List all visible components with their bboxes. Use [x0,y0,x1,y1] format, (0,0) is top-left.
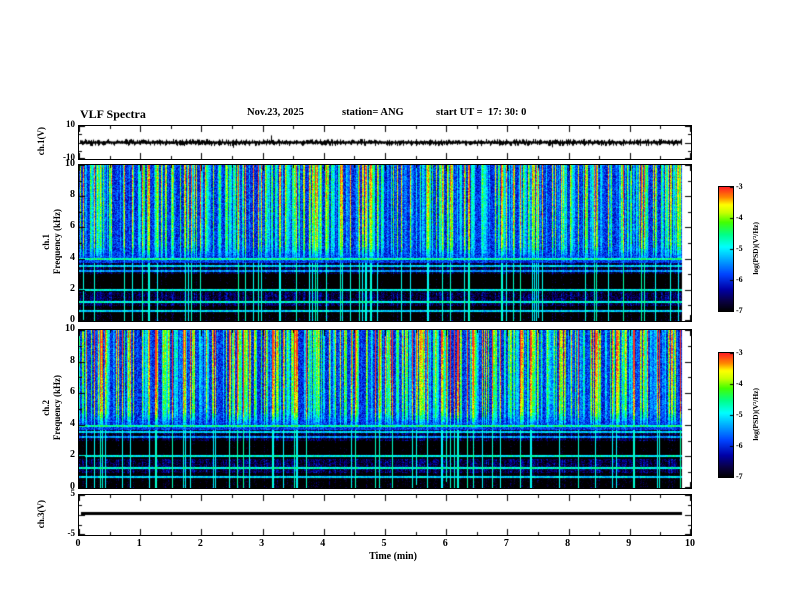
x-tick-label: 10 [685,538,695,549]
ch1-frequency-axis-label: Frequency (kHz) [52,209,62,275]
ch1-wave-y-tick-label: 10 [66,119,75,129]
x-tick-label: 5 [381,538,387,549]
x-tick-label: 9 [626,538,632,549]
x-tick-label: 6 [442,538,448,549]
ch2-spec-y-tick-label: 0 [70,481,75,492]
ch1-channel-axis-label: ch.1 [40,234,51,250]
ch2-channel-axis-label: ch.2 [40,400,51,416]
colorbar-2-tick-label: -5 [736,410,743,419]
ch1-spec-y-tick-label: 2 [70,282,75,294]
ch2-colorbar-canvas [719,353,733,477]
ch1-spectrogram-canvas [79,165,691,321]
ch1-spec-y-tick-label: 10 [65,158,75,169]
colorbar-1-tick-label: -5 [736,244,743,253]
colorbar-2-tick-label: -7 [736,472,743,481]
ch2-spectrogram-canvas [79,330,691,488]
ch1-waveform-panel [78,125,692,160]
x-tick-label: 1 [136,538,142,549]
x-axis-title: Time (min) [369,551,417,562]
ch2-spec-y-tick-label: 10 [65,323,75,334]
colorbar-2-tick-label: -4 [736,379,743,388]
colorbar-2-tick-label: -3 [736,348,743,357]
ch1-spectrogram-panel [78,164,692,322]
ch3-wave-y-tick-label: -5 [67,528,76,538]
ch1-wave-y-tick-label: -10 [63,152,75,162]
ch2-spectrogram-panel [78,329,692,489]
ch2-frequency-axis-label: Frequency (kHz) [52,375,62,441]
ch1-spec-y-tick-label: 0 [70,314,75,325]
x-tick-label: 7 [503,538,509,549]
ch2-spec-y-tick-label: 6 [70,386,75,398]
colorbar-1-tick-label: -6 [736,275,743,284]
colorbar-1-tick-label: -3 [736,182,743,191]
ch1-colorbar [718,186,734,312]
x-tick-label: 8 [565,538,571,549]
page-title: VLF Spectra [80,107,146,121]
ch1-spec-y-tick-label: 6 [70,220,75,232]
colorbar-2-tick-label: -6 [736,441,743,450]
colorbar-1-tick-label: -4 [736,213,743,222]
ch1-spec-y-tick-label: 8 [70,189,75,201]
x-tick-label: 3 [259,538,265,549]
x-tick-label: 0 [75,538,81,549]
start-ut-label: start UT = 17: 30: 0 [436,107,527,118]
ch1-waveform-canvas [79,126,691,159]
ch1-colorbar-canvas [719,187,733,311]
x-tick-label: 2 [197,538,203,549]
ch1-voltage-axis-label: ch.1(V) [36,127,46,156]
ch3-wave-y-tick-label: 5 [70,488,76,498]
colorbar-1-tick-label: -7 [736,306,743,315]
station-label: station= ANG [342,107,404,118]
ch2-colorbar [718,352,734,478]
x-tick-label: 4 [320,538,326,549]
ch2-spec-y-tick-label: 8 [70,354,75,366]
ch1-spec-y-tick-label: 4 [70,251,75,263]
ch2-spec-y-tick-label: 4 [70,417,75,429]
ch2-spec-y-tick-label: 2 [70,449,75,461]
ch3-waveform-canvas [79,495,691,535]
ch3-voltage-axis-label: ch.3(V) [36,499,46,529]
date-label: Nov.23, 2025 [247,107,304,118]
ch3-waveform-panel [78,494,692,536]
